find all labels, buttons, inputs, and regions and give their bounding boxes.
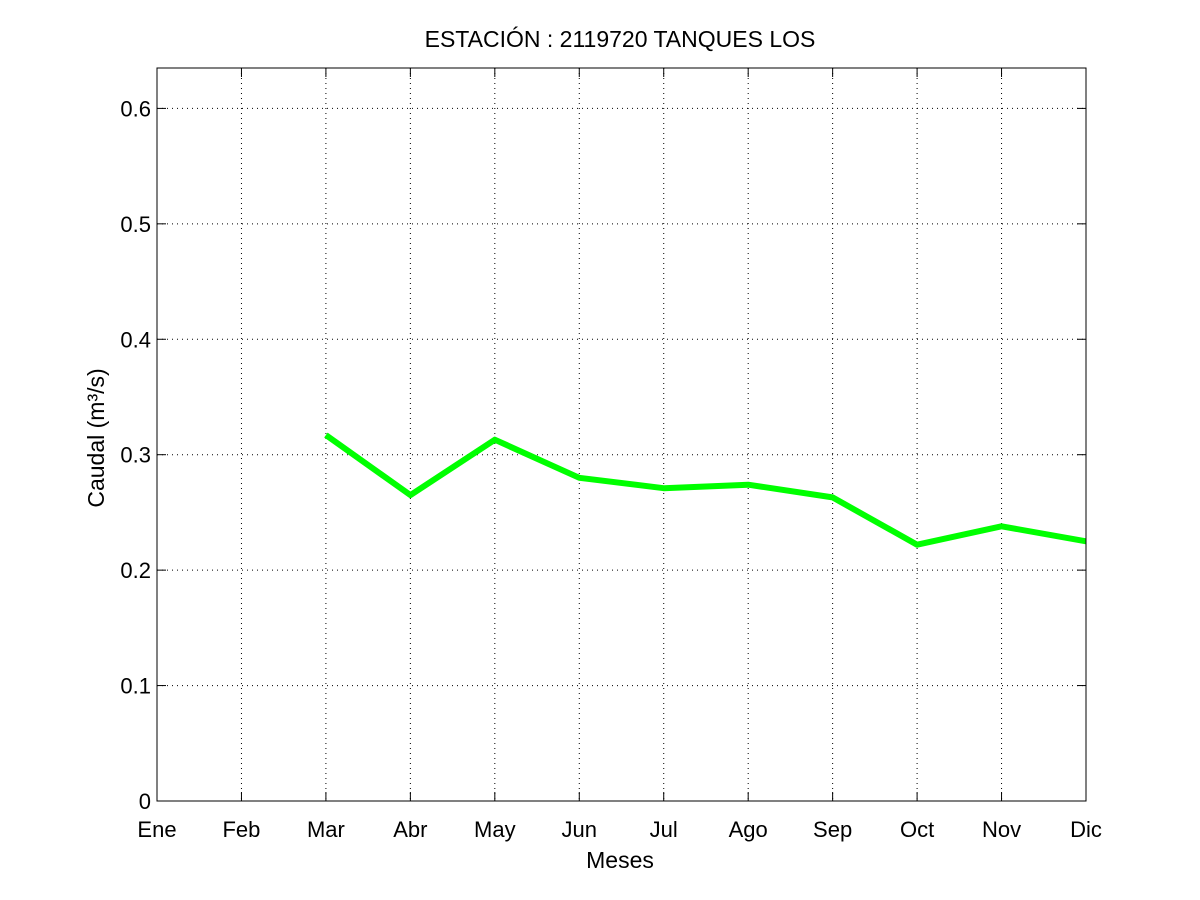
y-tick-labels: 0 0.1 0.2 0.3 0.4 0.5 0.6 — [120, 96, 151, 814]
x-tick-label: Oct — [900, 817, 934, 842]
grid-lines — [157, 68, 1086, 801]
x-tick-label: Dic — [1070, 817, 1102, 842]
x-tick-label: Nov — [982, 817, 1021, 842]
y-tick-label: 0.6 — [120, 96, 151, 121]
x-tick-label: Ene — [137, 817, 176, 842]
chart-title: ESTACIÓN : 2119720 TANQUES LOS — [425, 26, 816, 52]
y-tick-label: 0.5 — [120, 212, 151, 237]
x-tick-label: Sep — [813, 817, 852, 842]
x-tick-label: May — [474, 817, 516, 842]
y-tick-label: 0 — [139, 789, 151, 814]
x-tick-label: Abr — [393, 817, 427, 842]
x-tick-label: Mar — [307, 817, 345, 842]
y-tick-label: 0.3 — [120, 443, 151, 468]
y-axis-label: Caudal (m³/s) — [83, 368, 109, 507]
x-tick-label: Jun — [562, 817, 597, 842]
y-tick-label: 0.1 — [120, 674, 151, 699]
x-tick-label: Jul — [650, 817, 678, 842]
plot-background — [157, 68, 1086, 801]
x-axis-label: Meses — [586, 847, 654, 873]
y-tick-label: 0.4 — [120, 327, 151, 352]
y-tick-label: 0.2 — [120, 558, 151, 583]
tick-marks — [156, 68, 1087, 802]
series-line — [324, 432, 1087, 548]
x-tick-label: Feb — [222, 817, 260, 842]
x-tick-label: Ago — [729, 817, 768, 842]
plot-frame — [156, 67, 1087, 802]
x-tick-labels: Ene Feb Mar Abr May Jun Jul Ago Sep Oct Nov Dic — [137, 817, 1101, 842]
